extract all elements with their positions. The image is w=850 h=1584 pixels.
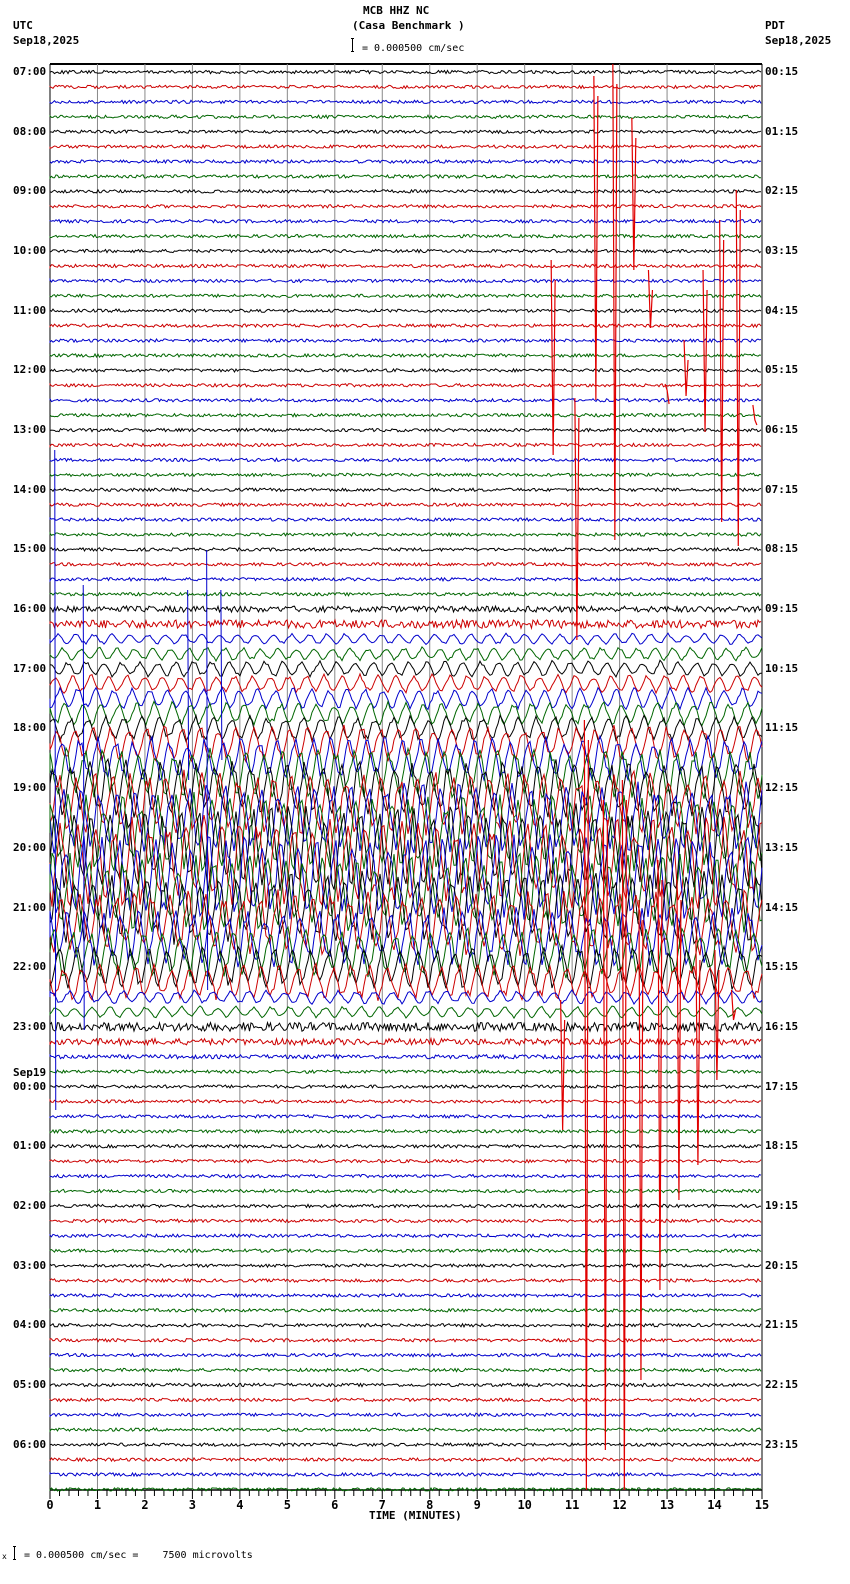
footer-scale-bar-icon <box>13 1546 16 1560</box>
pdt-time-label: 22:15 <box>765 1377 799 1391</box>
svg-text:0: 0 <box>46 1498 53 1512</box>
pdt-time-label: 02:15 <box>765 184 799 198</box>
utc-time-label: 05:00 <box>13 1377 47 1391</box>
utc-date-label: Sep19 <box>13 1065 47 1079</box>
pdt-time-label: 19:15 <box>765 1198 799 1212</box>
pdt-time-label: 01:15 <box>765 124 799 138</box>
svg-text:4: 4 <box>236 1498 243 1512</box>
pdt-time-label: 16:15 <box>765 1019 799 1033</box>
utc-time-label: 20:00 <box>13 840 47 854</box>
station-title: MCB HHZ NC <box>363 4 430 17</box>
utc-time-label: 22:00 <box>13 960 47 974</box>
pdt-time-label: 18:15 <box>765 1139 799 1153</box>
utc-time-label: 06:00 <box>13 1437 47 1451</box>
utc-time-label: 08:00 <box>13 124 47 138</box>
pdt-time-label: 04:15 <box>765 303 799 317</box>
pdt-time-label: 23:15 <box>765 1437 799 1451</box>
svg-text:10: 10 <box>517 1498 531 1512</box>
pdt-time-label: 17:15 <box>765 1079 799 1093</box>
pdt-time-label: 21:15 <box>765 1318 799 1332</box>
utc-time-label: 03:00 <box>13 1258 47 1272</box>
svg-text:15: 15 <box>755 1498 769 1512</box>
utc-time-label: 00:00 <box>13 1079 47 1093</box>
pdt-time-label: 13:15 <box>765 840 799 854</box>
utc-time-label: 09:00 <box>13 184 47 198</box>
footer-prefix: x <box>2 1552 7 1561</box>
right-timezone: PDT <box>765 19 785 32</box>
utc-time-label: 21:00 <box>13 900 47 914</box>
scale-text: = 0.000500 cm/sec <box>362 43 465 54</box>
left-date: Sep18,2025 <box>13 34 80 47</box>
utc-time-label: 19:00 <box>13 781 47 795</box>
svg-text:7: 7 <box>379 1498 386 1512</box>
right-date: Sep18,2025 <box>765 34 832 47</box>
svg-text:14: 14 <box>707 1498 721 1512</box>
utc-time-label: 07:00 <box>13 65 47 78</box>
utc-time-label: 04:00 <box>13 1318 47 1332</box>
pdt-time-label: 08:15 <box>765 542 799 556</box>
utc-time-label: 14:00 <box>13 482 47 496</box>
pdt-time-label: 00:15 <box>765 65 799 78</box>
pdt-time-label: 15:15 <box>765 960 799 974</box>
svg-text:6: 6 <box>331 1498 338 1512</box>
svg-text:8: 8 <box>426 1498 433 1512</box>
svg-text:2: 2 <box>141 1498 148 1512</box>
utc-time-label: 02:00 <box>13 1198 47 1212</box>
svg-text:13: 13 <box>660 1498 674 1512</box>
utc-time-label: 15:00 <box>13 542 47 556</box>
pdt-time-label: 06:15 <box>765 423 799 437</box>
left-timezone: UTC <box>13 19 33 32</box>
utc-time-label: 18:00 <box>13 721 47 735</box>
pdt-time-label: 07:15 <box>765 482 799 496</box>
svg-text:9: 9 <box>474 1498 481 1512</box>
utc-time-label: 13:00 <box>13 423 47 437</box>
utc-time-label: 10:00 <box>13 244 47 258</box>
x-axis-title: TIME (MINUTES) <box>369 1509 462 1522</box>
utc-time-label: 23:00 <box>13 1019 47 1033</box>
pdt-time-label: 09:15 <box>765 602 799 616</box>
utc-time-label: 16:00 <box>13 602 47 616</box>
pdt-time-label: 05:15 <box>765 363 799 377</box>
svg-text:11: 11 <box>565 1498 579 1512</box>
pdt-time-label: 03:15 <box>765 244 799 258</box>
utc-time-label: 17:00 <box>13 661 47 675</box>
site-name: (Casa Benchmark ) <box>352 19 465 32</box>
pdt-time-label: 12:15 <box>765 781 799 795</box>
footer-scale-text: = 0.000500 cm/sec = 7500 microvolts <box>24 1550 253 1561</box>
pdt-time-label: 14:15 <box>765 900 799 914</box>
pdt-time-label: 11:15 <box>765 721 799 735</box>
svg-text:5: 5 <box>284 1498 291 1512</box>
utc-time-label: 01:00 <box>13 1139 47 1153</box>
utc-time-label: 12:00 <box>13 363 47 377</box>
scale-bar-icon <box>351 38 354 52</box>
svg-text:12: 12 <box>612 1498 626 1512</box>
pdt-time-label: 20:15 <box>765 1258 799 1272</box>
utc-time-label: 11:00 <box>13 303 47 317</box>
svg-text:3: 3 <box>189 1498 196 1512</box>
svg-text:1: 1 <box>94 1498 101 1512</box>
pdt-time-label: 10:15 <box>765 661 799 675</box>
